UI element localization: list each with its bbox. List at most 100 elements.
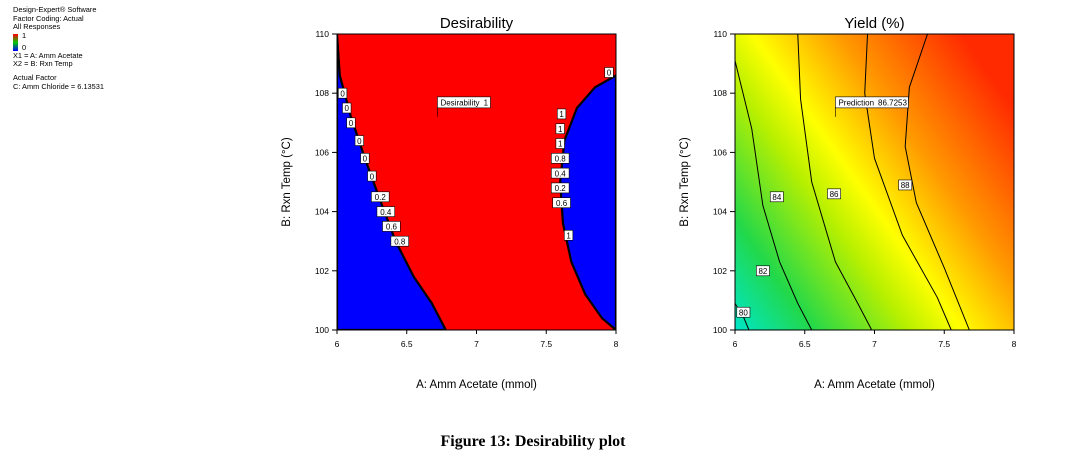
contour-label-box xyxy=(550,153,570,164)
annotation-box xyxy=(835,96,909,109)
y-tick-label: 102 xyxy=(713,266,727,276)
legend-min: 0 xyxy=(22,42,27,52)
contour-label: 84 xyxy=(772,193,781,202)
contour-label-box xyxy=(550,182,570,194)
contour-label: 0.4 xyxy=(555,169,567,178)
contour-label: 0 xyxy=(357,137,362,146)
undesirable-region-right xyxy=(559,74,616,330)
x-tick-label: 7.5 xyxy=(938,339,950,349)
y-tick-label: 108 xyxy=(713,88,727,98)
annotation-text: Desirability 1 xyxy=(440,98,488,107)
yield-surface xyxy=(735,34,1014,330)
contour-label: 82 xyxy=(758,267,767,276)
yield-plot: 80 82 84 86 88 Prediction 86.7253 6 6.5 7 7.5 8 100 1… xyxy=(679,15,1017,391)
contour-label: 88 xyxy=(901,181,910,190)
contour-label: 0.8 xyxy=(394,237,406,246)
contour-label-box xyxy=(827,188,841,200)
contour-label-box xyxy=(360,153,370,164)
y-tick-label: 104 xyxy=(713,207,727,217)
contour-label-box xyxy=(382,221,401,232)
contour-label: 0 xyxy=(340,89,345,98)
responses-label: All Responses xyxy=(13,22,61,32)
x1-factor: X1 = A: Amm Acetate xyxy=(13,50,83,60)
color-legend: 1 0 xyxy=(13,30,213,52)
contour-label: 0.8 xyxy=(555,155,567,164)
contour-label: 1 xyxy=(558,140,563,149)
contour-label-box xyxy=(898,179,913,191)
contour-label-box xyxy=(371,191,390,203)
annotation-value: 1 xyxy=(484,98,489,107)
y-tick-label: 110 xyxy=(713,29,727,39)
annotation-text: Prediction 86.7253 xyxy=(838,98,907,107)
contour-label-box xyxy=(555,138,565,149)
contour-line-86 xyxy=(864,34,952,330)
y-tick-label: 106 xyxy=(315,147,329,157)
contour-label-box xyxy=(555,123,565,135)
contour-label: 0.2 xyxy=(375,193,387,202)
contour-label: 0 xyxy=(345,104,350,113)
annotation-box xyxy=(437,96,491,109)
legend-max: 1 xyxy=(22,30,27,40)
contour-label: 0 xyxy=(370,172,375,181)
contour-label: 0.2 xyxy=(555,184,567,193)
x-tick-label: 6 xyxy=(335,339,340,349)
chart-title: Yield (%) xyxy=(844,15,904,32)
contour-label: 0.6 xyxy=(386,223,398,232)
contour-label: 86 xyxy=(830,190,839,199)
contour-label-box xyxy=(367,170,377,182)
contour-label-box xyxy=(563,229,574,241)
annotation-label: Prediction xyxy=(838,98,874,107)
y-axis-label: B: Rxn Temp (°C) xyxy=(679,137,691,227)
y-tick-label: 100 xyxy=(713,325,727,335)
contour-label: 1 xyxy=(566,231,571,240)
x-tick-label: 8 xyxy=(1012,339,1017,349)
contour-label-box xyxy=(390,235,409,247)
contour-label-box xyxy=(604,67,614,78)
contour-label: 80 xyxy=(739,308,748,317)
contour-label: 0.4 xyxy=(380,208,392,217)
software-name: Design-Expert® Software xyxy=(13,5,97,14)
x-tick-label: 7.5 xyxy=(540,339,552,349)
contour-label: 0 xyxy=(607,69,612,78)
contour-label: 0.6 xyxy=(556,199,568,208)
contour-label: 1 xyxy=(559,110,564,119)
legend-gradient xyxy=(13,33,18,51)
chart-title: Desirability xyxy=(440,15,514,32)
contour-line-82 xyxy=(735,60,813,330)
contour-label-box xyxy=(769,191,784,203)
y-axis-label: B: Rxn Temp (°C) xyxy=(281,137,293,227)
contour-label-box xyxy=(376,206,396,217)
factor-coding: Factor Coding: Actual xyxy=(13,13,84,23)
figure-caption: Figure 13: Desirability plot xyxy=(440,433,626,450)
contour-label-box xyxy=(550,167,570,179)
y-tick-label: 102 xyxy=(315,266,329,276)
desirability-plot: 0000000.20.40.60.81110.80.40.20.610Desir… xyxy=(281,15,619,391)
info-panel: Design-Expert® Software Factor Coding: A… xyxy=(13,5,213,91)
x-tick-label: 6.5 xyxy=(799,339,811,349)
y-tick-label: 108 xyxy=(315,88,329,98)
y-tick-label: 100 xyxy=(315,325,329,335)
x2-factor: X2 = B: Rxn Temp xyxy=(13,59,73,69)
actual-factor-heading: Actual Factor xyxy=(13,72,57,82)
y-tick-label: 106 xyxy=(713,147,727,157)
contour-label-box xyxy=(346,117,356,129)
contour-label: 0 xyxy=(363,155,368,164)
x-axis-label: A: Amm Acetate (mmol) xyxy=(814,379,935,391)
y-tick-label: 104 xyxy=(315,207,329,217)
contour-label-box xyxy=(552,197,571,209)
actual-factor-value: C: Amm Chloride = 6.13531 xyxy=(13,81,104,91)
x-tick-label: 8 xyxy=(614,339,619,349)
x-tick-label: 7 xyxy=(474,339,479,349)
contour-label-box xyxy=(342,102,352,114)
annotation-value: 86.7253 xyxy=(878,98,907,107)
contour-label-box xyxy=(337,87,348,99)
contour-label: 1 xyxy=(558,125,563,134)
x-tick-label: 7 xyxy=(872,339,877,349)
contour-label-box xyxy=(755,265,770,277)
annotation-label: Desirability xyxy=(440,98,479,107)
contour-line-88 xyxy=(904,34,970,330)
x-tick-label: 6 xyxy=(733,339,738,349)
contour-label: 0 xyxy=(349,119,354,128)
y-tick-label: 110 xyxy=(315,29,329,39)
